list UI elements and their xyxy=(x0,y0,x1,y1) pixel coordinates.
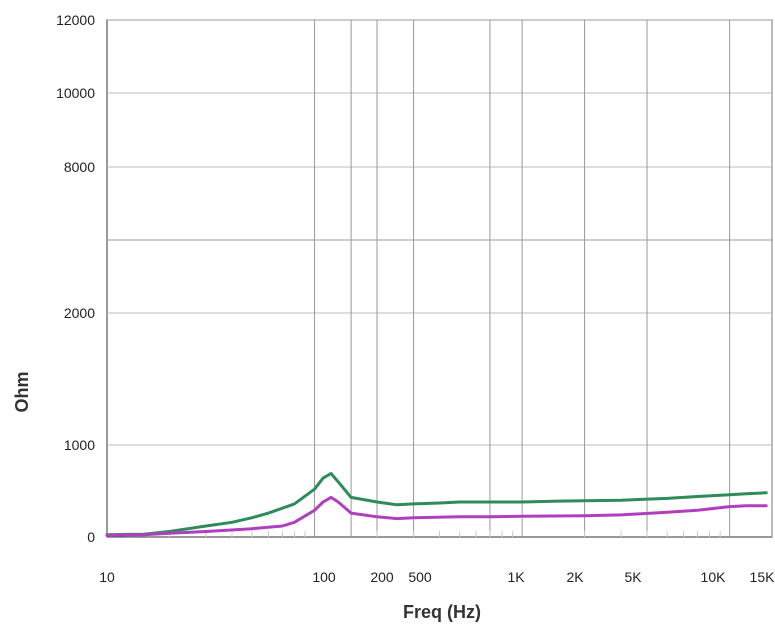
x-tick-label: 10K xyxy=(701,569,727,585)
x-axis-title: Freq (Hz) xyxy=(403,602,481,622)
series-line-1 xyxy=(105,472,768,537)
tick-labels: 10 100 200 500 1K 2K 5K 10K 15K 0 1000 2000 8000 1000… xyxy=(56,12,775,585)
series-line-2 xyxy=(105,495,768,537)
x-tick-label: 10 xyxy=(99,569,115,585)
x-tick-label: 100 xyxy=(312,569,336,585)
grid xyxy=(106,19,773,538)
y-axis-title: Ohm xyxy=(12,371,32,412)
y-tick-label: 1000 xyxy=(64,437,95,453)
x-tick-label: 1K xyxy=(507,569,525,585)
x-tick-label: 200 xyxy=(370,569,394,585)
y-tick-label: 2000 xyxy=(64,305,95,321)
x-tick-label: 2K xyxy=(566,569,584,585)
x-tick-label: 5K xyxy=(624,569,642,585)
y-tick-label: 0 xyxy=(87,529,95,545)
y-tick-label: 8000 xyxy=(64,159,95,175)
y-tick-label: 12000 xyxy=(56,12,95,28)
x-tick-label: 500 xyxy=(408,569,432,585)
x-tick-label: 15K xyxy=(750,569,775,585)
series-layer xyxy=(105,472,768,537)
y-tick-label: 10000 xyxy=(56,85,95,101)
